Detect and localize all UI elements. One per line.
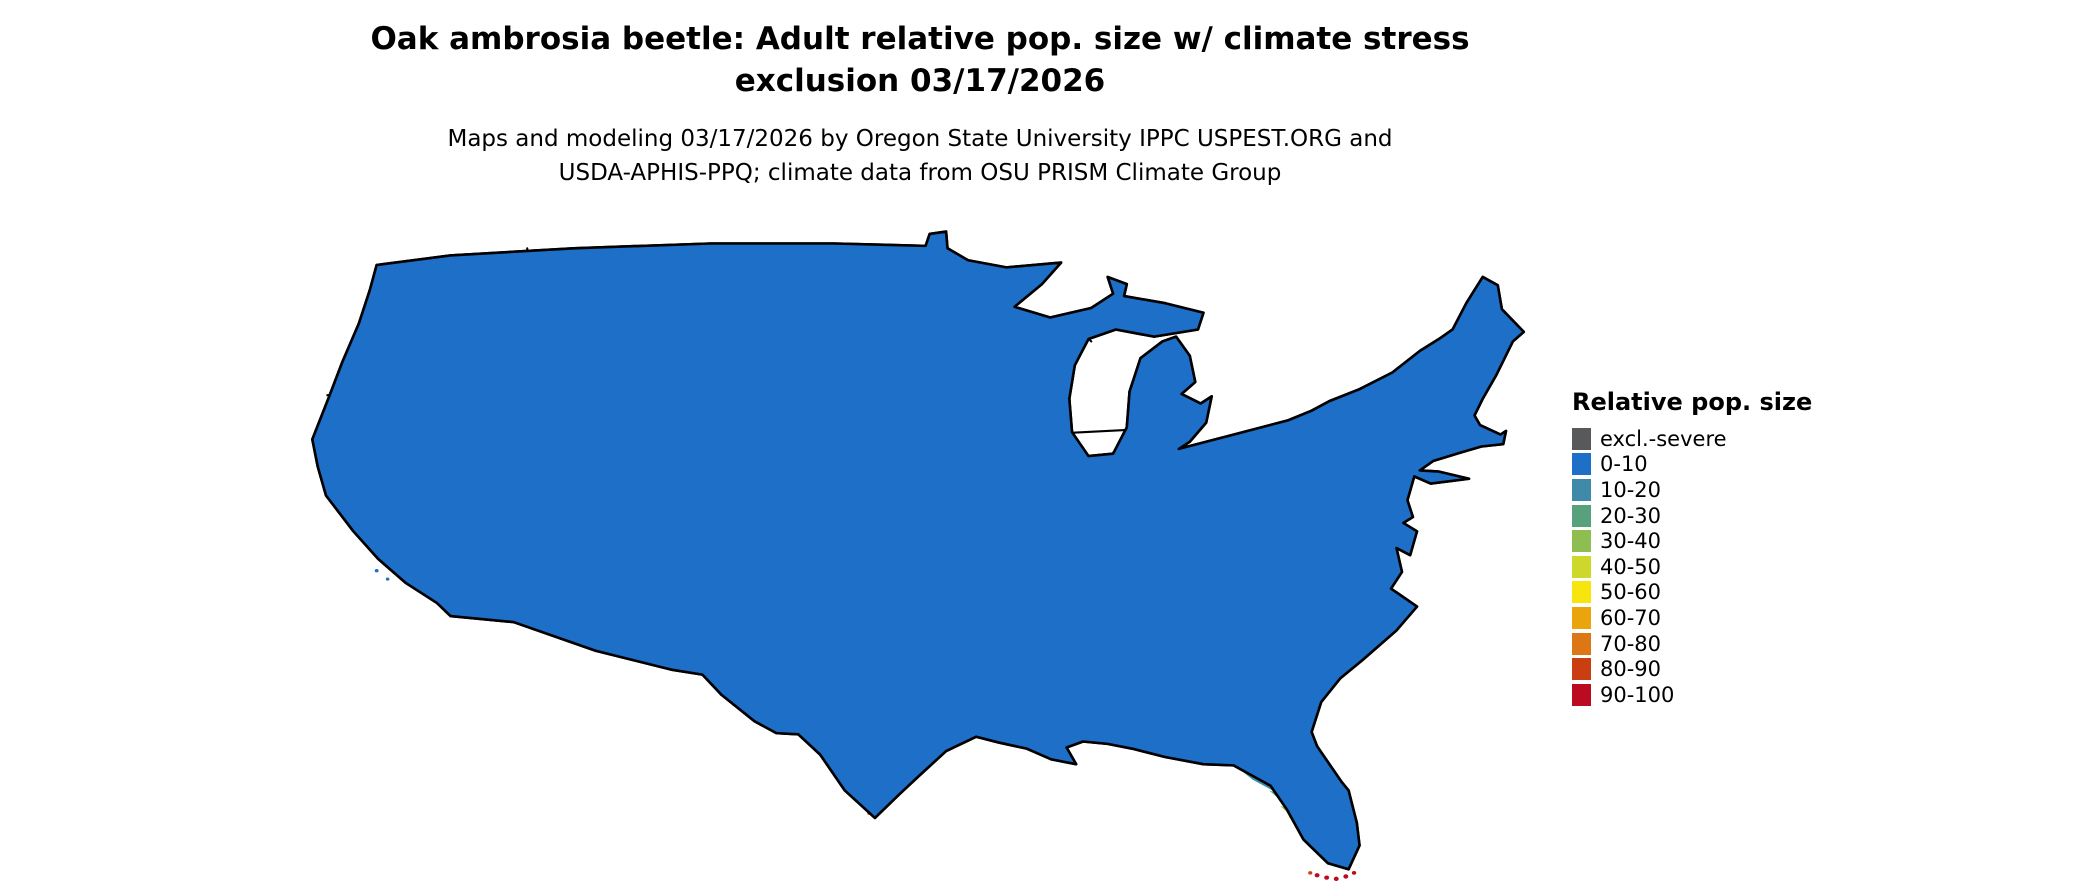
legend-swatch xyxy=(1572,555,1591,578)
legend-label: 90-100 xyxy=(1600,682,1675,707)
legend-items: excl.-severe 0-10 10-20 20-30 30-40 40-50 50-6… xyxy=(1572,426,1832,708)
legend-item: 80-90 xyxy=(1572,656,1832,682)
map-title-line2: exclusion 03/17/2026 xyxy=(734,63,1106,99)
map-title: Oak ambrosia beetle: Adult relative pop.… xyxy=(270,18,1570,102)
channel-island-speck xyxy=(385,577,390,581)
keys-dot xyxy=(1314,873,1320,878)
legend-label: 20-30 xyxy=(1600,503,1662,528)
legend-item: excl.-severe xyxy=(1572,426,1832,452)
legend-item: 10-20 xyxy=(1572,477,1832,503)
legend-swatch xyxy=(1572,658,1591,681)
channel-island-speck xyxy=(374,569,379,573)
legend-swatch xyxy=(1572,504,1591,527)
legend-label: 30-40 xyxy=(1600,529,1662,554)
legend-label: 0-10 xyxy=(1600,452,1648,477)
legend-swatch xyxy=(1572,453,1591,476)
legend-swatch xyxy=(1572,581,1591,604)
map-figure xyxy=(300,222,1532,886)
legend-label: 60-70 xyxy=(1600,605,1662,630)
legend-swatch xyxy=(1572,606,1591,629)
us-outline-stroke xyxy=(310,229,1526,872)
legend-label: 10-20 xyxy=(1600,477,1662,502)
legend-item: 40-50 xyxy=(1572,554,1832,580)
region-florida-keys-90-100 xyxy=(1308,870,1357,881)
map-subtitle-line1: Maps and modeling 03/17/2026 by Oregon S… xyxy=(447,126,1393,152)
legend-label: 80-90 xyxy=(1600,657,1662,682)
legend-label: 70-80 xyxy=(1600,631,1662,656)
legend-item: 30-40 xyxy=(1572,528,1832,554)
legend-label: 50-60 xyxy=(1600,580,1662,605)
keys-dot xyxy=(1343,874,1349,879)
legend-swatch xyxy=(1572,632,1591,655)
keys-dot xyxy=(1324,875,1330,880)
us-map xyxy=(300,229,1532,881)
legend-item: 60-70 xyxy=(1572,605,1832,631)
map-subtitle-line2: USDA-APHIS-PPQ; climate data from OSU PR… xyxy=(558,160,1282,186)
map-subtitle: Maps and modeling 03/17/2026 by Oregon S… xyxy=(270,122,1570,190)
legend-item: 90-100 xyxy=(1572,682,1832,708)
keys-dot xyxy=(1308,871,1313,875)
legend-label: excl.-severe xyxy=(1600,426,1727,451)
keys-dot xyxy=(1333,876,1339,881)
legend-swatch xyxy=(1572,478,1591,501)
legend-item: 0-10 xyxy=(1572,452,1832,478)
legend-swatch xyxy=(1572,530,1591,553)
legend-swatch xyxy=(1572,427,1591,450)
keys-dot xyxy=(1351,870,1357,875)
legend: Relative pop. size excl.-severe 0-10 10-20… xyxy=(1572,388,1832,708)
legend-item: 70-80 xyxy=(1572,631,1832,657)
legend-item: 50-60 xyxy=(1572,580,1832,606)
map-title-line1: Oak ambrosia beetle: Adult relative pop.… xyxy=(370,21,1470,57)
legend-title: Relative pop. size xyxy=(1572,388,1813,416)
legend-label: 40-50 xyxy=(1600,554,1662,579)
legend-swatch xyxy=(1572,683,1591,706)
legend-item: 20-30 xyxy=(1572,503,1832,529)
